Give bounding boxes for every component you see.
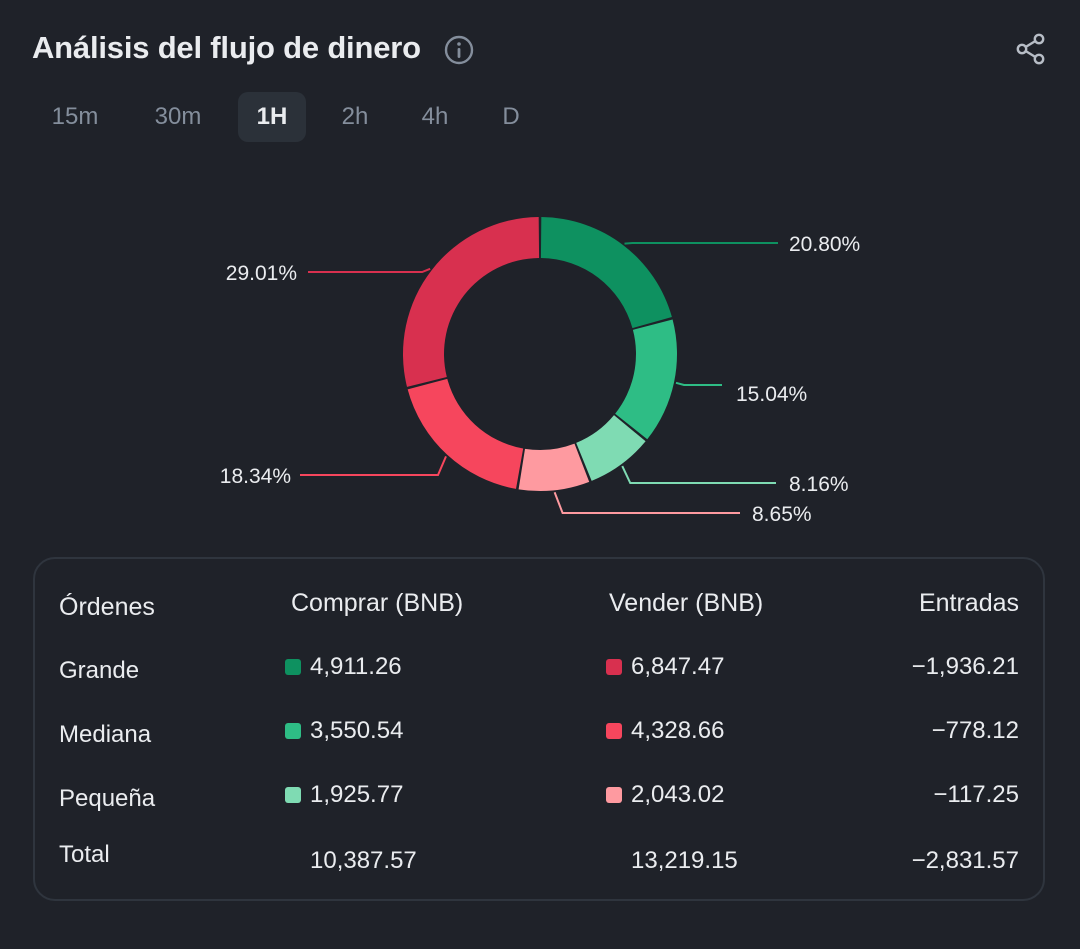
- buy-value-total: 10,387.57: [310, 847, 417, 874]
- sell-value-large: 6,847.47: [631, 653, 725, 680]
- tab-30m[interactable]: 30m: [154, 103, 202, 130]
- sell-swatch-large: [606, 659, 622, 675]
- sell-value-small: 2,043.02: [631, 781, 725, 808]
- sell-swatch-medium: [606, 723, 622, 739]
- money-flow-donut-chart: 20.80% 15.04% 8.16% 8.65% 18.34% 29.01%: [0, 180, 1080, 540]
- header-orders: Órdenes: [59, 593, 155, 621]
- donut-slice: [576, 415, 646, 481]
- slice-label: 18.34%: [220, 465, 291, 488]
- tab-2h[interactable]: 2h: [341, 103, 369, 130]
- leader-line: [621, 465, 776, 484]
- donut-slice: [518, 443, 590, 492]
- row-label-medium: Mediana: [59, 721, 152, 748]
- slice-label: 29.01%: [226, 262, 297, 285]
- donut-slice: [615, 319, 677, 440]
- inflow-value-total: −2,831.57: [911, 847, 1019, 874]
- money-flow-table: Órdenes Comprar (BNB) Vender (BNB) Entra…: [33, 557, 1045, 901]
- sell-swatch-small: [606, 787, 622, 803]
- donut-svg: 20.80% 15.04% 8.16% 8.65% 18.34% 29.01%: [220, 217, 860, 526]
- donut-slice: [407, 378, 524, 489]
- row-label-small: Pequeña: [59, 785, 156, 812]
- page-title: Análisis del flujo de dinero: [32, 30, 421, 65]
- header-inflow: Entradas: [918, 589, 1019, 617]
- leader-line: [308, 267, 431, 273]
- inflow-value-small: −117.25: [933, 781, 1019, 808]
- tab-4h[interactable]: 4h: [421, 103, 449, 130]
- slice-label: 8.65%: [752, 503, 812, 526]
- leader-line: [675, 381, 722, 386]
- buy-swatch-small: [285, 787, 301, 803]
- buy-value-small: 1,925.77: [310, 781, 404, 808]
- info-circle-icon[interactable]: [443, 34, 475, 66]
- header-sell: Vender (BNB): [609, 589, 764, 617]
- slice-label: 20.80%: [789, 233, 860, 256]
- sell-value-total: 13,219.15: [631, 847, 738, 874]
- donut-slice: [403, 217, 540, 387]
- tab-1h[interactable]: 1H: [238, 92, 306, 142]
- sell-value-medium: 4,328.66: [631, 717, 725, 744]
- leader-line: [553, 491, 740, 514]
- buy-swatch-large: [285, 659, 301, 675]
- slice-label: 8.16%: [789, 473, 849, 496]
- row-label-total: Total: [59, 841, 110, 868]
- slice-label: 15.04%: [736, 383, 807, 406]
- header-buy: Comprar (BNB): [291, 589, 464, 617]
- tab-15m[interactable]: 15m: [51, 103, 99, 130]
- header: Análisis del flujo de dinero: [32, 26, 1048, 74]
- leader-line: [300, 456, 447, 476]
- buy-value-large: 4,911.26: [310, 653, 402, 680]
- row-label-large: Grande: [59, 657, 140, 684]
- buy-swatch-medium: [285, 723, 301, 739]
- buy-value-medium: 3,550.54: [310, 717, 404, 744]
- share-icon[interactable]: [1014, 32, 1048, 66]
- tab-d[interactable]: D: [502, 103, 520, 130]
- leader-line: [624, 242, 778, 245]
- donut-slice: [540, 217, 672, 329]
- inflow-value-medium: −778.12: [931, 717, 1019, 744]
- inflow-value-large: −1,936.21: [911, 653, 1019, 680]
